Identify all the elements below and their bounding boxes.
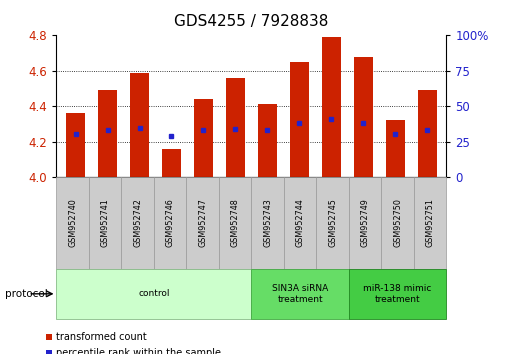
Text: protocol: protocol bbox=[5, 289, 48, 299]
Bar bbox=[353, 57, 373, 177]
Bar bbox=[418, 90, 437, 177]
Text: percentile rank within the sample: percentile rank within the sample bbox=[56, 348, 222, 354]
Bar bbox=[322, 37, 341, 177]
Bar bbox=[290, 62, 309, 177]
Text: GSM952740: GSM952740 bbox=[68, 199, 77, 247]
Text: GSM952742: GSM952742 bbox=[133, 199, 142, 247]
Text: GSM952747: GSM952747 bbox=[198, 199, 207, 247]
Text: GSM952749: GSM952749 bbox=[361, 199, 369, 247]
Text: miR-138 mimic
treatment: miR-138 mimic treatment bbox=[363, 284, 432, 303]
Bar bbox=[98, 90, 117, 177]
Bar bbox=[226, 78, 245, 177]
Bar bbox=[66, 113, 85, 177]
Text: control: control bbox=[138, 289, 170, 298]
Bar bbox=[162, 149, 181, 177]
Bar bbox=[386, 120, 405, 177]
Text: GSM952748: GSM952748 bbox=[231, 199, 240, 247]
Text: GSM952744: GSM952744 bbox=[295, 199, 305, 247]
Text: GSM952741: GSM952741 bbox=[101, 199, 110, 247]
Bar bbox=[258, 104, 277, 177]
Text: GDS4255 / 7928838: GDS4255 / 7928838 bbox=[174, 14, 328, 29]
Bar bbox=[130, 73, 149, 177]
Text: GSM952750: GSM952750 bbox=[393, 199, 402, 247]
Text: GSM952746: GSM952746 bbox=[166, 199, 174, 247]
Text: GSM952743: GSM952743 bbox=[263, 199, 272, 247]
Text: GSM952745: GSM952745 bbox=[328, 199, 337, 247]
Text: transformed count: transformed count bbox=[56, 332, 147, 342]
Text: SIN3A siRNA
treatment: SIN3A siRNA treatment bbox=[272, 284, 328, 303]
Bar bbox=[194, 99, 213, 177]
Text: GSM952751: GSM952751 bbox=[426, 199, 435, 247]
